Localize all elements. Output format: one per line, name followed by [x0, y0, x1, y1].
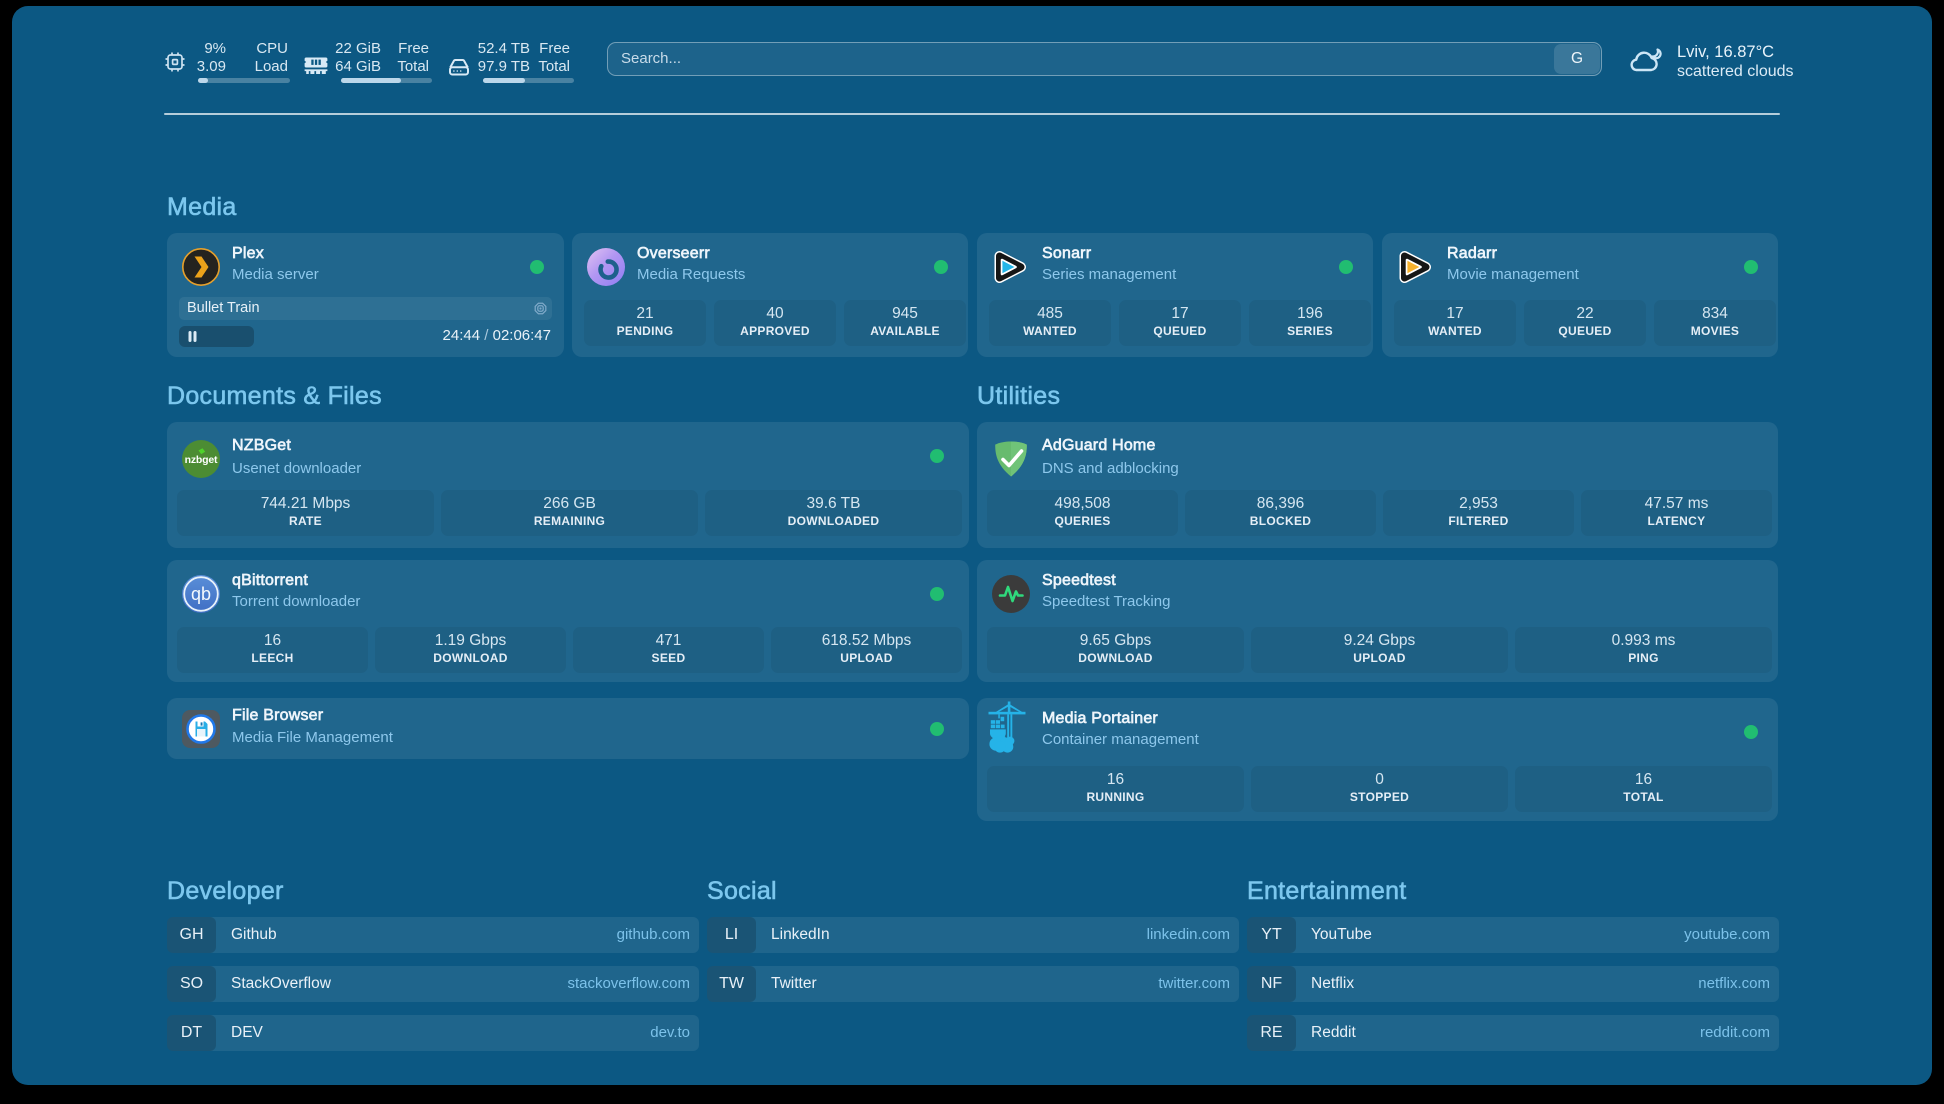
svg-text:qb: qb [191, 584, 211, 604]
svg-text:nzbget: nzbget [185, 454, 218, 466]
